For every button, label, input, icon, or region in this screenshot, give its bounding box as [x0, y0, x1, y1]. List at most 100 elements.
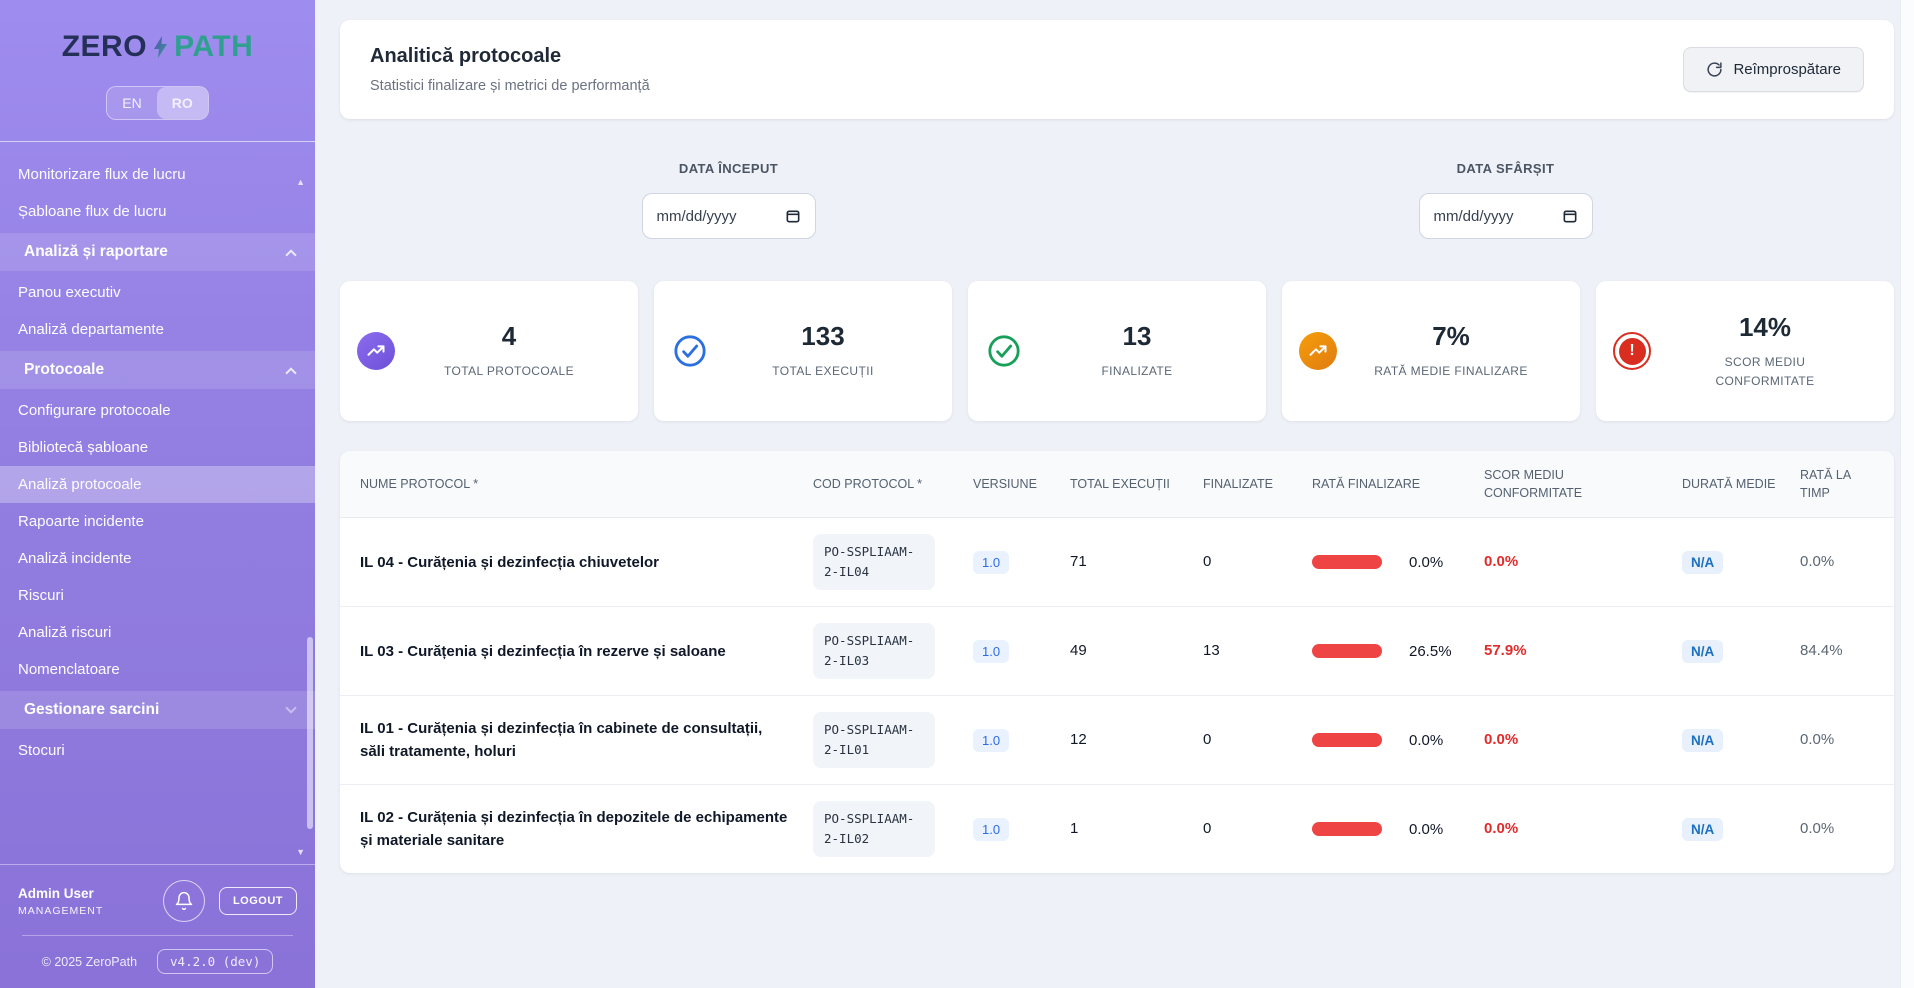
version-badge: v4.2.0 (dev) [157, 949, 274, 974]
completion-rate-cell: 0.0% [1312, 538, 1484, 587]
sidebar-item-label: Bibliotecă șabloane [18, 439, 149, 456]
sidebar-section-protocoale[interactable]: Protocoale [0, 351, 315, 389]
sidebar-item-label: Șabloane flux de lucru [18, 203, 167, 220]
finalized-cell: 0 [1203, 804, 1312, 854]
refresh-icon [1706, 61, 1723, 78]
protocol-code-cell: PO-SSPLIAAM-2-IL02 [813, 785, 973, 873]
version-cell: 1.0 [973, 535, 1070, 590]
protocol-name: IL 04 - Curățenia și dezinfecția chiuvet… [360, 553, 659, 571]
finalized-value: 13 [1203, 642, 1220, 660]
user-block: Admin User MANAGEMENT LOGOUT [0, 864, 315, 922]
version-badge: 1.0 [973, 550, 1010, 574]
sidebar-item-label: Analiză departamente [18, 321, 164, 338]
sidebar-item-analiza-departamente[interactable]: Analiză departamente [0, 311, 315, 348]
page-scrollbar-track[interactable] [1900, 0, 1914, 988]
sidebar-item-monitorizare-flux-de-lucru[interactable]: Monitorizare flux de lucru [0, 156, 315, 193]
stat-label: TOTAL EXECUȚII [772, 364, 874, 379]
column-header-durata-medie: DURATĂ MEDIE [1682, 477, 1776, 492]
scroll-up-arrow[interactable]: ▲ [296, 177, 305, 187]
avg-duration-badge: N/A [1682, 728, 1724, 752]
table-row: IL 02 - Curățenia și dezinfecția în depo… [340, 785, 1894, 873]
user-name: Admin User [18, 885, 94, 901]
sidebar-item-label: Analiză protocoale [18, 476, 142, 493]
end-date-placeholder: mm/dd/yyyy [1433, 207, 1514, 225]
column-header-cod-protocol: COD PROTOCOL * [813, 477, 923, 492]
total-executions-cell: 71 [1070, 537, 1203, 587]
sidebar-item-label: Monitorizare flux de lucru [18, 166, 186, 183]
protocols-table: NUME PROTOCOL * COD PROTOCOL * VERSIUNE TOT… [340, 451, 1894, 874]
stat-card-finalizate: 13 FINALIZATE [968, 281, 1266, 421]
sidebar-section-analiza-si-raportare[interactable]: Analiză și raportare [0, 233, 315, 271]
page-title: Analitică protocoale [370, 45, 562, 67]
sidebar-item-stocuri[interactable]: Stocuri [0, 732, 315, 769]
protocol-code-badge: PO-SSPLIAAM-2-IL03 [813, 623, 935, 680]
page-header-card: Analitică protocoale Statistici finaliza… [340, 20, 1894, 119]
compliance-score-cell: 0.0% [1484, 715, 1682, 765]
date-filters: DATA ÎNCEPUT mm/dd/yyyy DATA SFÂRȘIT mm/… [340, 161, 1894, 239]
version-cell: 1.0 [973, 624, 1070, 679]
sidebar-scrollbar-thumb[interactable] [307, 637, 313, 829]
trending-up-icon [356, 331, 396, 371]
column-header-rata-finalizare: RATĂ FINALIZARE [1312, 477, 1421, 492]
sidebar-item-label: Gestionare sarcini [24, 701, 160, 718]
chevron-down-icon [285, 702, 297, 714]
notifications-button[interactable] [162, 880, 205, 922]
protocol-name-cell: IL 01 - Curățenia și dezinfecția în cabi… [360, 701, 813, 780]
lang-ro-button[interactable]: RO [156, 87, 208, 119]
logout-button[interactable]: LOGOUT [218, 887, 297, 915]
sidebar-item-panou-executiv[interactable]: Panou executiv [0, 274, 315, 311]
sidebar-item-riscuri[interactable]: Riscuri [0, 577, 315, 614]
sidebar-item-biblioteca-sabloane[interactable]: Bibliotecă șabloane [0, 429, 315, 466]
column-header-versiune: VERSIUNE [973, 477, 1037, 492]
avg-duration-cell: N/A [1682, 713, 1800, 768]
stats-row: 4 TOTAL PROTOCOALE 133 TOTAL EXECUȚII 13 FINA… [340, 281, 1894, 421]
on-time-rate-value: 0.0% [1800, 731, 1835, 749]
completion-rate-value: 0.0% [1409, 820, 1444, 838]
version-cell: 1.0 [973, 802, 1070, 857]
completion-rate-cell: 0.0% [1312, 805, 1484, 854]
version-badge: 1.0 [973, 639, 1010, 663]
sidebar-nav: Monitorizare flux de lucru Șabloane flux … [0, 156, 315, 769]
end-date-input[interactable]: mm/dd/yyyy [1418, 193, 1593, 239]
total-executions-cell: 12 [1070, 715, 1203, 765]
sidebar-item-analiza-incidente[interactable]: Analiză incidente [0, 540, 315, 577]
compliance-score-value: 57.9% [1484, 642, 1527, 660]
protocol-name-cell: IL 04 - Curățenia și dezinfecția chiuvet… [360, 535, 813, 590]
stat-card-scor-mediu-conformitate: ! 14% SCOR MEDIU CONFORMITATE [1596, 281, 1894, 421]
sidebar: ZERO PATH EN RO ▲ Monitorizare flux de l… [0, 0, 315, 988]
avg-duration-badge: N/A [1682, 817, 1724, 841]
refresh-button[interactable]: Reîmprospătare [1683, 47, 1864, 92]
sidebar-item-configurare-protocoale[interactable]: Configurare protocoale [0, 392, 315, 429]
column-header-nume-protocol: NUME PROTOCOL * [360, 477, 479, 492]
start-date-label: DATA ÎNCEPUT [678, 161, 779, 176]
completion-rate-value: 0.0% [1409, 731, 1444, 749]
sidebar-item-analiza-riscuri[interactable]: Analiză riscuri [0, 614, 315, 651]
calendar-icon[interactable] [1562, 208, 1578, 224]
sidebar-item-label: Analiză incidente [18, 550, 132, 567]
sidebar-divider [0, 141, 315, 142]
on-time-rate-value: 0.0% [1800, 820, 1835, 838]
start-date-input[interactable]: mm/dd/yyyy [641, 193, 816, 239]
user-info: Admin User MANAGEMENT [18, 886, 163, 917]
sidebar-section-gestionare-sarcini[interactable]: Gestionare sarcini [0, 691, 315, 729]
logo-bolt-icon [152, 35, 169, 59]
sidebar-item-sabloane-flux-de-lucru[interactable]: Șabloane flux de lucru [0, 193, 315, 230]
sidebar-footer: © 2025 ZeroPath v4.2.0 (dev) [22, 935, 293, 974]
calendar-icon[interactable] [785, 208, 801, 224]
sidebar-item-rapoarte-incidente[interactable]: Rapoarte incidente [0, 503, 315, 540]
finalized-cell: 0 [1203, 537, 1312, 587]
total-executions-value: 1 [1070, 820, 1079, 838]
completion-rate-value: 26.5% [1409, 642, 1452, 660]
lang-en-button[interactable]: EN [122, 95, 142, 111]
chevron-up-icon [285, 366, 297, 379]
sidebar-item-label: Protocoale [24, 361, 105, 378]
scroll-down-arrow[interactable]: ▼ [296, 847, 305, 857]
sidebar-item-analiza-protocoale[interactable]: Analiză protocoale [0, 466, 315, 503]
total-executions-cell: 1 [1070, 804, 1203, 854]
sidebar-item-label: Configurare protocoale [18, 402, 171, 419]
sidebar-item-nomenclatoare[interactable]: Nomenclatoare [0, 651, 315, 688]
avg-duration-badge: N/A [1682, 639, 1724, 663]
protocol-code-cell: PO-SSPLIAAM-2-IL03 [813, 607, 973, 695]
stat-label: TOTAL PROTOCOALE [444, 364, 574, 379]
app-logo: ZERO PATH [0, 0, 315, 64]
